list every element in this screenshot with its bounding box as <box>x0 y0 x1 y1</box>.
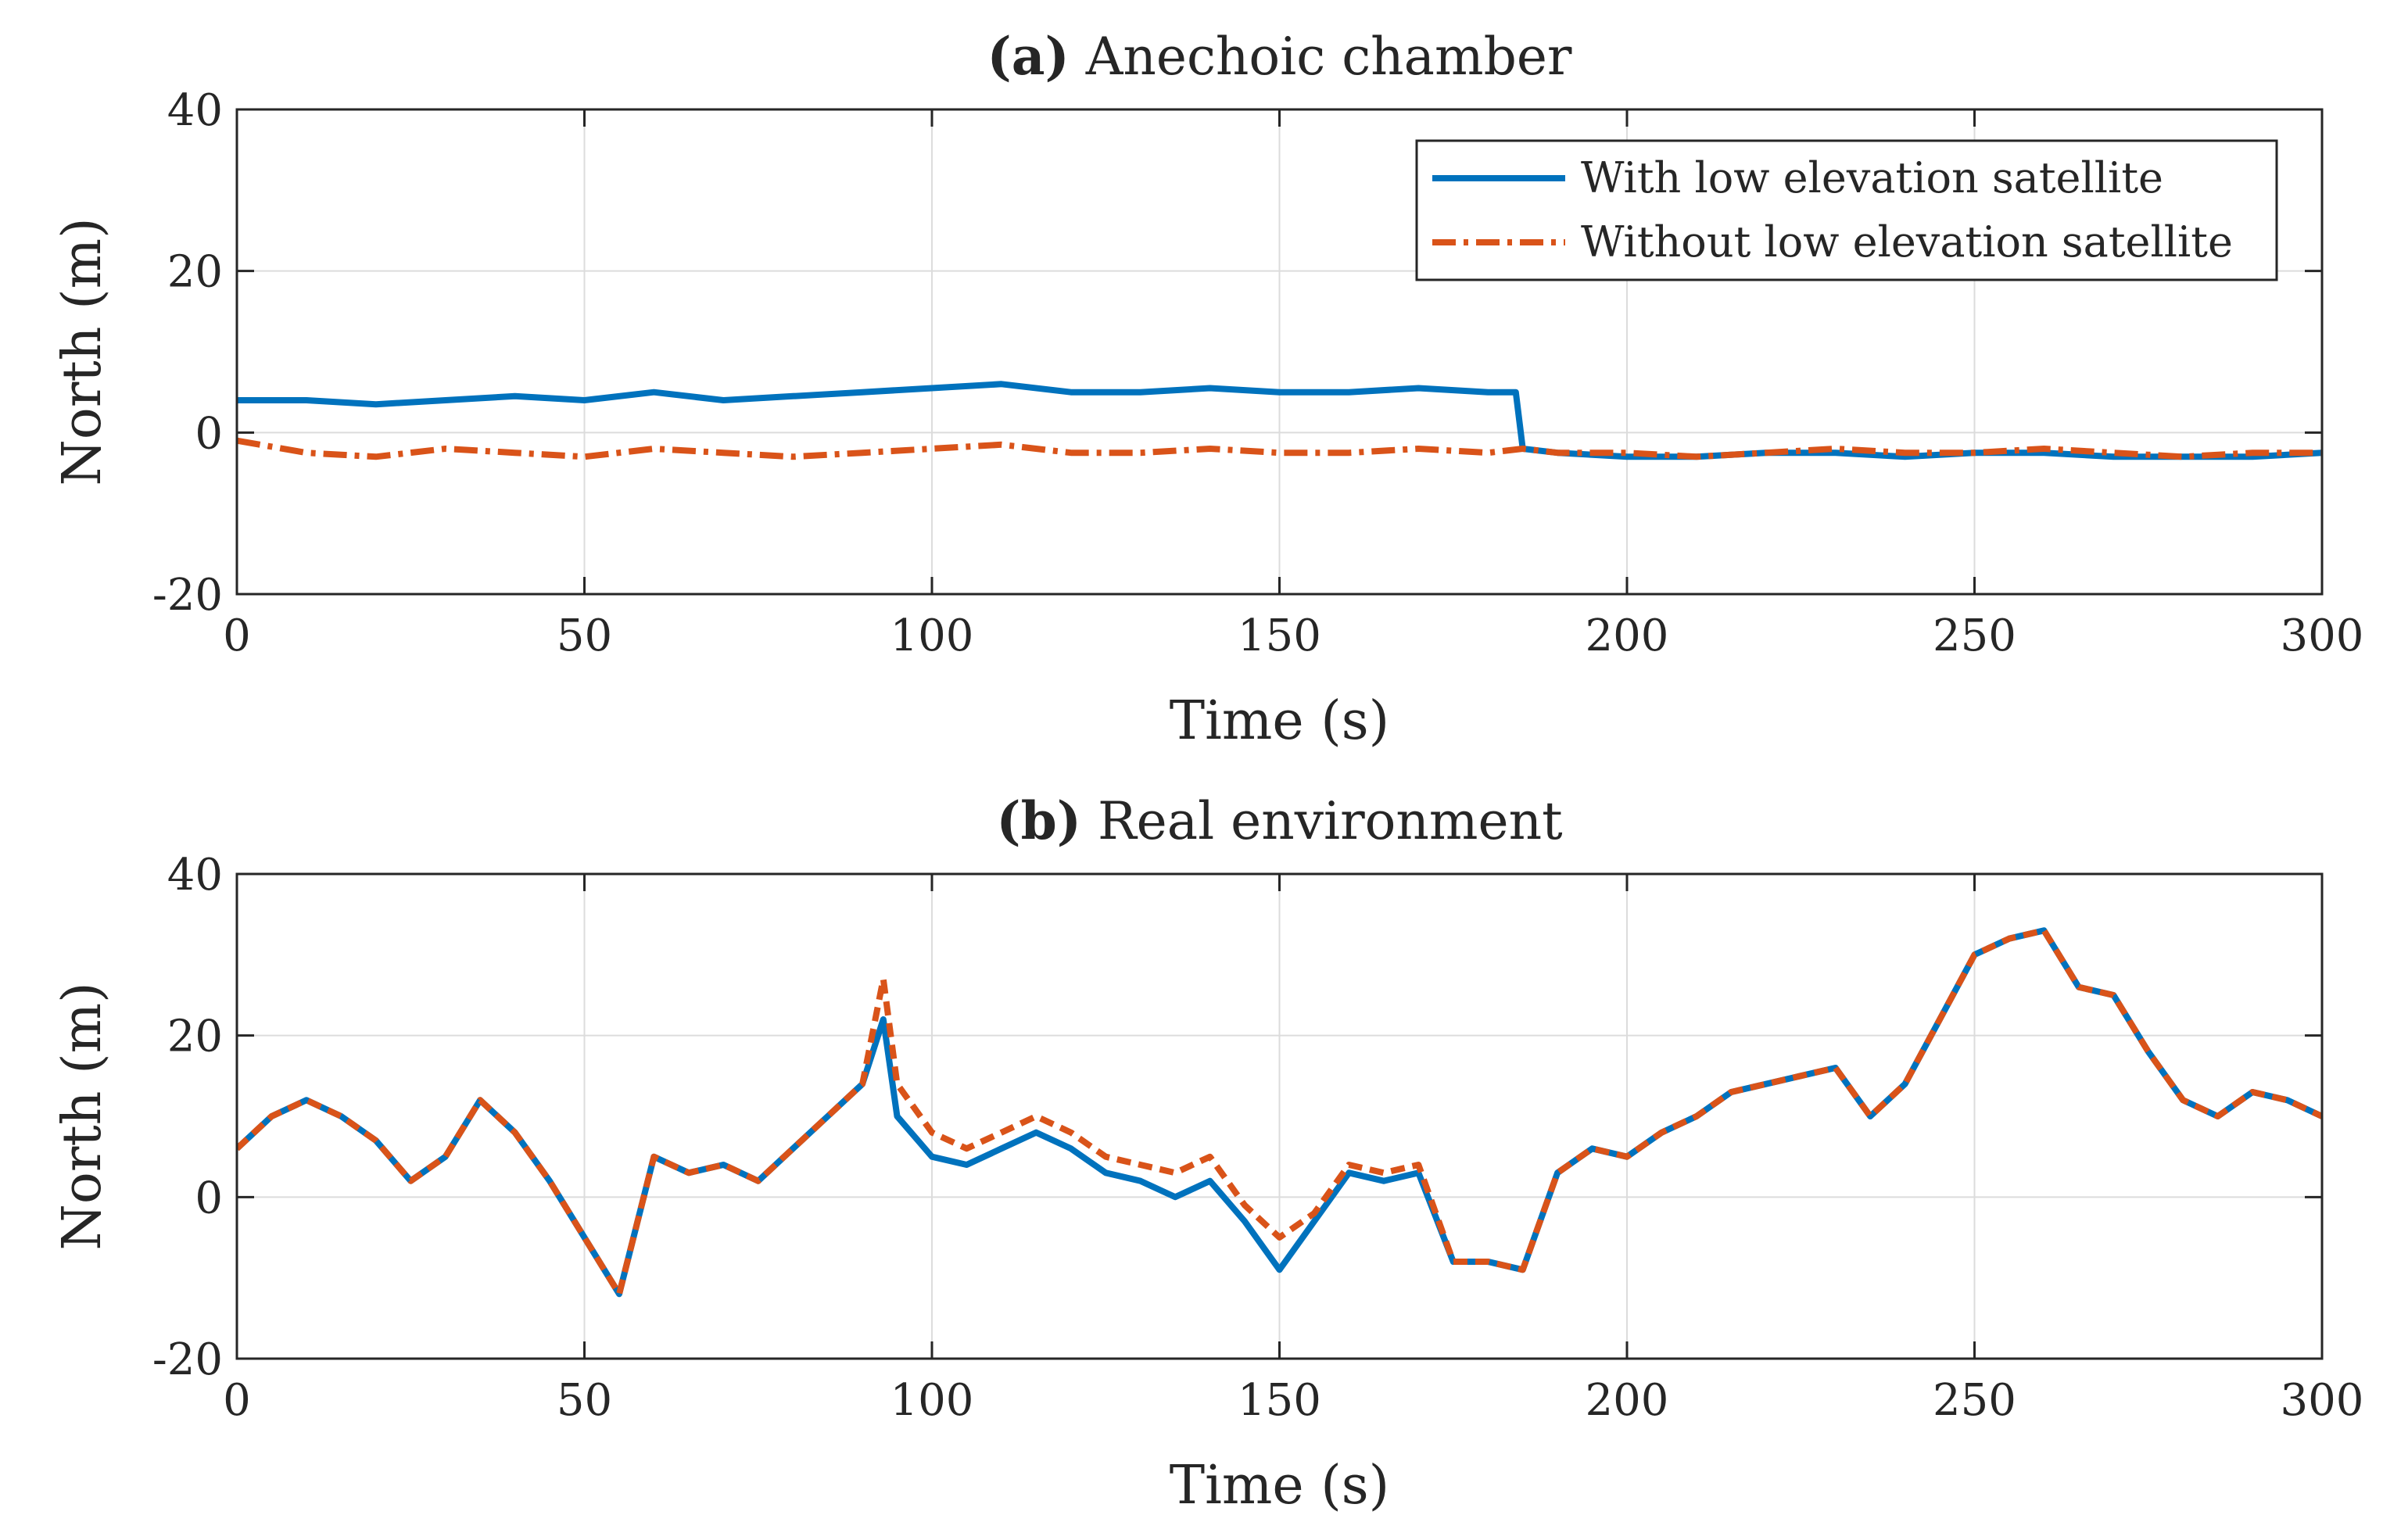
x-tick-label: 200 <box>1586 1375 1669 1426</box>
y-tick-label: -20 <box>152 570 223 621</box>
x-tick-label: 250 <box>1933 1375 2016 1426</box>
x-tick-label: 100 <box>890 1375 974 1426</box>
chart-title: (a) Anechoic chamber <box>987 26 1572 87</box>
x-tick-label: 150 <box>1238 1375 1321 1426</box>
x-tick-label: 150 <box>1238 611 1321 661</box>
y-tick-label: 40 <box>167 850 223 901</box>
chart-title-label: (a) <box>987 26 1070 87</box>
series-line-without-low-elevation <box>237 927 2322 1298</box>
x-tick-label: 300 <box>2281 611 2364 661</box>
y-tick-label: 40 <box>167 85 223 136</box>
x-axis-label: Time (s) <box>1170 690 1389 752</box>
grid <box>236 873 2323 1359</box>
legend-label: Without low elevation satellite <box>1581 217 2233 267</box>
x-axis-label: Time (s) <box>1170 1455 1389 1517</box>
y-axis-label: North (m) <box>52 217 113 485</box>
x-tick-label: 0 <box>223 1375 251 1426</box>
y-tick-label: 0 <box>195 1173 223 1223</box>
x-tick-label: 50 <box>557 1375 612 1426</box>
y-axis-label: North (m) <box>52 982 113 1250</box>
chart-title-label: (b) <box>996 790 1081 851</box>
legend-box <box>1415 139 2278 281</box>
y-tick-label: -20 <box>152 1334 223 1385</box>
y-tick-label: 0 <box>195 408 223 459</box>
chart-title-text: Real environment <box>1081 791 1563 851</box>
x-tick-label: 250 <box>1933 611 2016 661</box>
x-tick-label: 300 <box>2281 1375 2364 1426</box>
x-tick-label: 50 <box>557 611 612 661</box>
x-tick-label: 200 <box>1586 611 1669 661</box>
chart-title: (b) Real environment <box>996 790 1562 851</box>
x-tick-label: 0 <box>223 611 251 661</box>
legend: With low elevation satellite Without low … <box>1415 139 2278 281</box>
chart-title-text: Anechoic chamber <box>1070 27 1572 87</box>
series-group <box>237 381 2322 460</box>
series-line-without-low-elevation <box>237 437 2322 460</box>
legend-label: With low elevation satellite <box>1581 153 2163 202</box>
series-group <box>237 927 2322 1298</box>
x-tick-label: 100 <box>890 611 974 661</box>
y-tick-label: 20 <box>167 247 223 298</box>
y-tick-label: 20 <box>167 1012 223 1062</box>
